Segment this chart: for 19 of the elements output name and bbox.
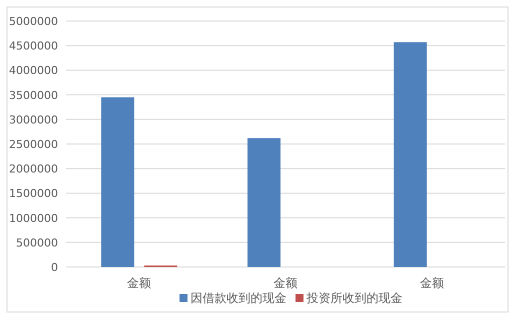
y-tick-label: 500000 xyxy=(16,236,58,250)
y-tick-label: 1500000 xyxy=(9,187,58,200)
y-tick-label: 2500000 xyxy=(9,138,58,151)
bar xyxy=(248,138,280,267)
legend-label: 因借款收到的现金 xyxy=(190,291,286,305)
y-tick-label: 2000000 xyxy=(9,162,58,176)
y-tick-label: 4000000 xyxy=(9,64,58,78)
bar xyxy=(394,42,427,267)
y-tick-label: 5000000 xyxy=(9,15,58,28)
y-tick-label: 0 xyxy=(51,261,58,274)
bar xyxy=(101,97,134,267)
y-tick-label: 1000000 xyxy=(9,212,58,225)
legend-label: 投资所收到的现金 xyxy=(306,291,402,305)
x-tick-label: 金额 xyxy=(127,276,152,290)
x-tick-label: 金额 xyxy=(274,276,298,290)
x-tick-label: 金额 xyxy=(420,276,444,290)
y-tick-label: 3500000 xyxy=(9,88,58,102)
y-tick-label: 3000000 xyxy=(9,113,58,126)
y-tick-label: 4500000 xyxy=(9,40,58,53)
